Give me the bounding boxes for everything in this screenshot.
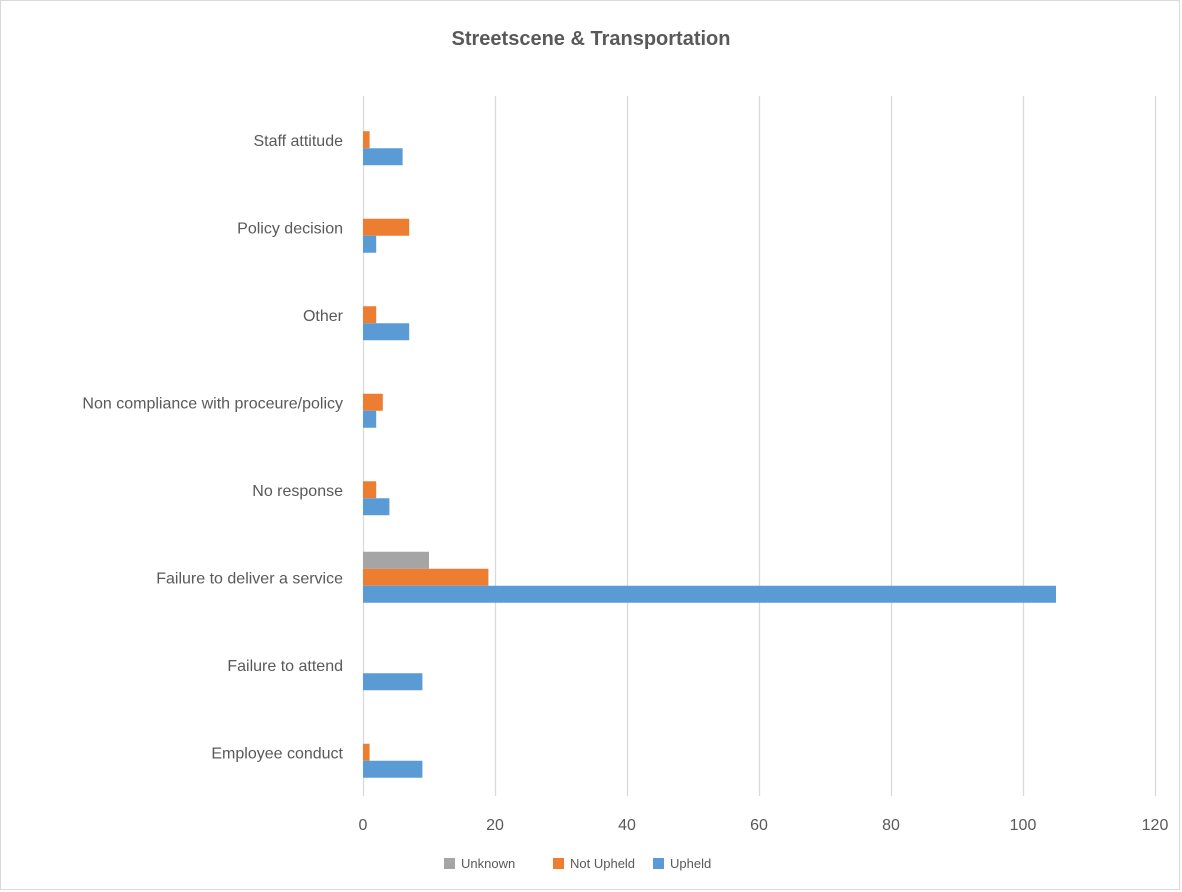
x-tick-label: 120: [1142, 817, 1169, 834]
bar-not-upheld-4: [363, 481, 377, 499]
legend-swatch: [553, 858, 564, 869]
bars: [363, 131, 1056, 778]
bar-unknown-5: [363, 551, 429, 569]
x-tick-labels: 0 20 40 60 80 100 120: [359, 817, 1169, 834]
bar-upheld-1: [363, 235, 377, 253]
bar-upheld-6: [363, 673, 423, 691]
legend-label: Unknown: [461, 856, 515, 871]
x-tick-label: 100: [1010, 817, 1037, 834]
x-tick-label: 20: [486, 817, 504, 834]
bar-upheld-7: [363, 760, 423, 778]
legend-swatch: [653, 858, 664, 869]
bar-upheld-0: [363, 148, 403, 166]
legend-label: Not Upheld: [570, 856, 635, 871]
category-label: Policy decision: [237, 220, 343, 237]
bar-not-upheld-0: [363, 131, 370, 149]
bar-not-upheld-7: [363, 743, 370, 761]
bar-upheld-5: [363, 585, 1056, 603]
category-label: Staff attitude: [253, 133, 343, 150]
x-tick-label: 40: [618, 817, 636, 834]
legend-swatch: [444, 858, 455, 869]
category-label: Non compliance with proceure/policy: [82, 395, 343, 412]
x-tick-label: 80: [882, 817, 900, 834]
category-labels: Staff attitude Policy decision Other Non co…: [82, 133, 343, 763]
legend: Unknown Not Upheld Upheld: [444, 856, 711, 871]
bar-upheld-4: [363, 498, 390, 516]
category-label: Other: [303, 308, 344, 325]
legend-label: Upheld: [670, 856, 711, 871]
x-tick-label: 0: [359, 817, 368, 834]
bar-not-upheld-1: [363, 218, 410, 236]
bar-not-upheld-5: [363, 568, 489, 586]
bar-not-upheld-3: [363, 393, 383, 411]
gridlines: [362, 96, 1157, 796]
bar-upheld-3: [363, 410, 377, 428]
category-label: Employee conduct: [211, 745, 343, 762]
category-label: No response: [252, 483, 343, 500]
category-label: Failure to attend: [227, 658, 343, 675]
bar-not-upheld-2: [363, 306, 377, 324]
chart-title: Streetscene & Transportation: [452, 28, 731, 50]
bar-upheld-2: [363, 323, 410, 341]
x-tick-label: 60: [750, 817, 768, 834]
category-label: Failure to deliver a service: [156, 570, 343, 587]
